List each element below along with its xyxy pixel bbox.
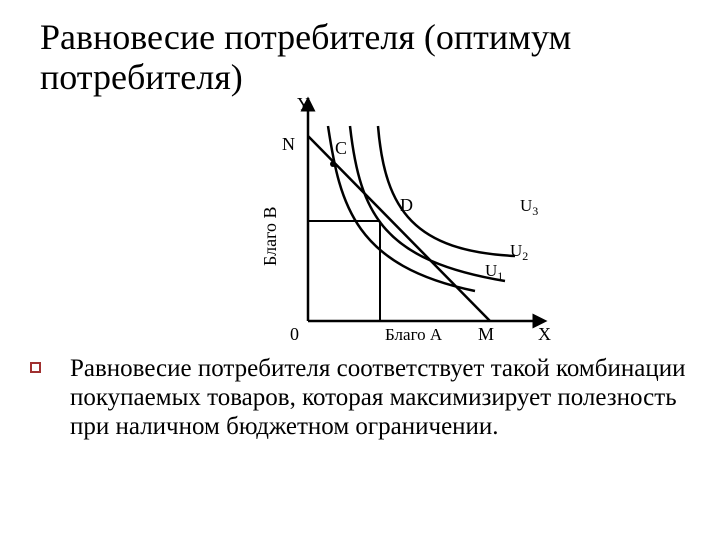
slide-title: Равновесие потребителя (оптимум потребит… xyxy=(0,0,720,97)
curve-u3 xyxy=(378,126,515,256)
label-u3: U3 xyxy=(520,196,538,218)
bullet-icon xyxy=(30,362,41,373)
label-u2: U2 xyxy=(510,241,528,263)
label-x: X xyxy=(538,324,551,344)
label-d: D xyxy=(400,195,413,215)
label-m: M xyxy=(478,324,494,344)
label-blago-a: Благо A xyxy=(385,325,443,344)
label-origin: 0 xyxy=(290,324,299,344)
label-c: C xyxy=(335,138,347,158)
label-blago-b: Благо B xyxy=(260,206,280,266)
label-n: N xyxy=(282,134,295,154)
point-c-marker xyxy=(330,161,336,167)
label-y: Y xyxy=(297,96,310,114)
body-paragraph: Равновесие потребителя соответствует так… xyxy=(70,355,690,441)
consumer-equilibrium-chart: Y N C D 0 X M Благо A Благо B U3 U2 U1 xyxy=(230,96,560,346)
label-u1: U1 xyxy=(485,261,503,283)
